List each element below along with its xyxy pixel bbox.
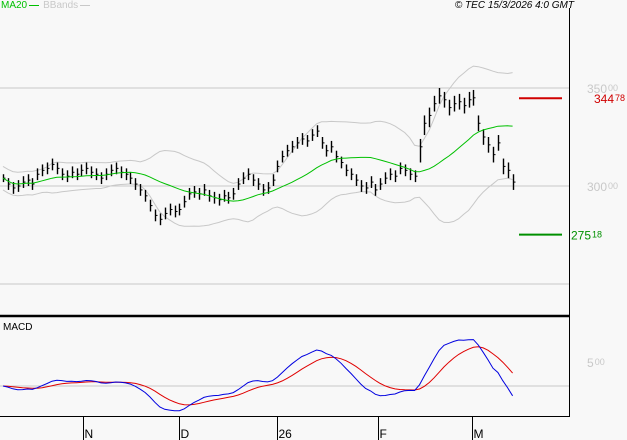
legend: MA20 BBands bbox=[1, 0, 91, 12]
legend-ma20-swatch bbox=[29, 4, 40, 6]
x-tick-label: M bbox=[474, 427, 484, 440]
level-label-dec: 78 bbox=[615, 93, 625, 103]
macd-tick-label-int: 5 bbox=[587, 356, 594, 370]
x-tick-label: D bbox=[181, 427, 190, 440]
macd-tick-label: 500 bbox=[587, 356, 605, 370]
x-axis-ticks: N D 26 F M bbox=[83, 417, 484, 440]
copyright: © TEC 15/3/2026 4:0 GMT bbox=[454, 0, 574, 11]
price-tick-label-dec: 00 bbox=[608, 181, 618, 191]
bb-lower bbox=[2, 177, 513, 227]
level-label-int: 344 bbox=[594, 92, 614, 106]
legend-ma20: MA20 bbox=[1, 0, 28, 11]
macd-tick-label-dec: 00 bbox=[595, 357, 605, 367]
level-label: 27518 bbox=[571, 229, 602, 243]
price-tick-label: 35000 bbox=[587, 82, 618, 96]
level-lines: 34478 27518 bbox=[519, 92, 625, 243]
x-tick-label: 26 bbox=[279, 427, 293, 440]
macd-panel: 500 bbox=[0, 339, 605, 412]
ma20-line bbox=[2, 125, 513, 202]
level-label-int: 275 bbox=[571, 229, 591, 243]
x-tick-label: F bbox=[380, 427, 387, 440]
level-label: 34478 bbox=[594, 92, 625, 106]
macd-signal-line bbox=[2, 346, 513, 406]
x-tick-label: N bbox=[85, 427, 94, 440]
bollinger-bands bbox=[2, 65, 513, 227]
legend-bbands: BBands bbox=[43, 0, 79, 11]
legend-bbands-swatch bbox=[80, 4, 91, 6]
price-tick-label-dec: 00 bbox=[608, 83, 618, 93]
price-bars bbox=[2, 88, 516, 226]
macd-line bbox=[2, 339, 514, 412]
ma20-polyline bbox=[2, 125, 513, 202]
price-tick-label: 30000 bbox=[587, 180, 618, 194]
macd-label: MACD bbox=[3, 322, 33, 333]
price-tick-label-int: 300 bbox=[587, 180, 607, 194]
bb-upper bbox=[2, 65, 513, 184]
level-label-dec: 18 bbox=[592, 230, 602, 240]
price-tick-label-int: 350 bbox=[587, 82, 607, 96]
